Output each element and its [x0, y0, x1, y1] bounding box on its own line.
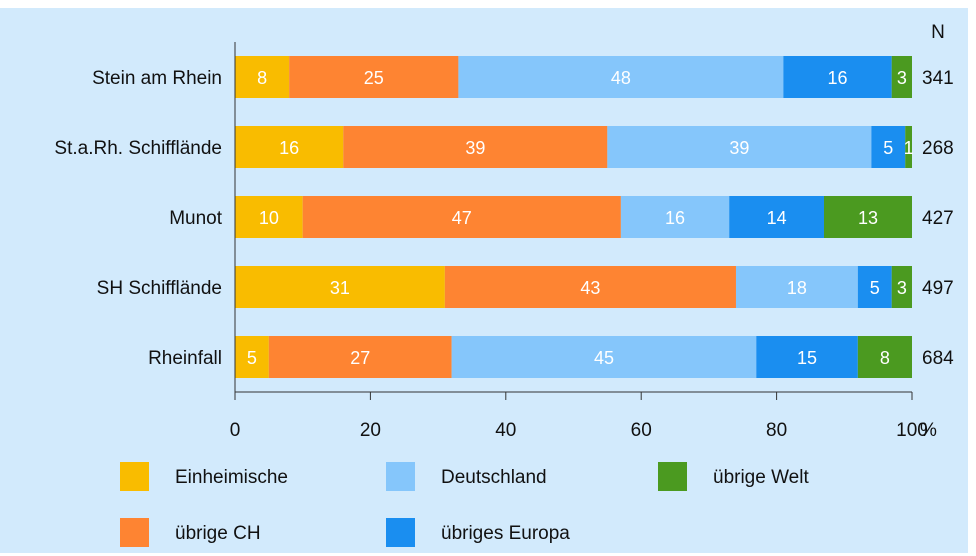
n-value: 684	[922, 348, 954, 369]
bar-segment	[735, 266, 858, 308]
data-label: 3	[897, 68, 907, 88]
x-tick-label: 100	[896, 420, 928, 441]
bar-segment	[235, 126, 344, 168]
legend-swatch	[386, 462, 415, 491]
bar-segment	[235, 56, 290, 98]
bar-segment	[891, 56, 912, 98]
x-tick-label: 20	[360, 420, 381, 441]
legend-label: Einheimische	[175, 467, 288, 488]
legend-label: Deutschland	[441, 467, 547, 488]
data-label: 8	[257, 68, 267, 88]
bar-segment	[729, 196, 824, 238]
data-label: 5	[870, 278, 880, 298]
bar-segment	[268, 336, 452, 378]
bar-segment	[620, 196, 730, 238]
bar-segment	[905, 126, 912, 168]
x-tick-label: 0	[230, 420, 241, 441]
data-label: 15	[797, 348, 817, 368]
data-label: 43	[580, 278, 600, 298]
bar-segment	[235, 266, 445, 308]
x-unit-label: %	[920, 420, 937, 441]
bar-segment	[343, 126, 608, 168]
category-label: Munot	[169, 208, 223, 229]
bar-segment	[235, 336, 269, 378]
x-tick-label: 40	[495, 420, 516, 441]
data-label: 5	[883, 138, 893, 158]
data-label: 45	[594, 348, 614, 368]
bar-segment	[607, 126, 872, 168]
data-label: 18	[787, 278, 807, 298]
data-label: 25	[364, 68, 384, 88]
bar-segment	[444, 266, 736, 308]
x-tick-label: 60	[631, 420, 652, 441]
data-label: 31	[330, 278, 350, 298]
category-label: Rheinfall	[148, 348, 222, 369]
data-label: 10	[259, 208, 279, 228]
n-value-labels: 341 268 427 497 684	[922, 68, 954, 369]
bar-segment	[458, 56, 784, 98]
data-label: 39	[465, 138, 485, 158]
n-value: 497	[922, 278, 954, 299]
category-label: Stein am Rhein	[92, 68, 222, 89]
data-label: 48	[611, 68, 631, 88]
bar-segment	[235, 196, 303, 238]
data-label: 3	[897, 278, 907, 298]
n-value: 268	[922, 138, 954, 159]
bar-segment	[857, 336, 912, 378]
legend-swatch	[386, 518, 415, 547]
legend-label: übriges Europa	[441, 523, 570, 544]
x-ticks: 0 20 40 60 80 100	[230, 392, 928, 441]
category-label: St.a.Rh. Schifflände	[54, 138, 222, 159]
bar-segment	[289, 56, 459, 98]
category-label: SH Schifflände	[97, 278, 222, 299]
data-label: 16	[828, 68, 848, 88]
data-label: 27	[350, 348, 370, 368]
data-label: 8	[880, 348, 890, 368]
data-label: 39	[729, 138, 749, 158]
bar-segment	[756, 336, 858, 378]
data-label: 47	[452, 208, 472, 228]
bar-segment	[823, 196, 912, 238]
data-label: 14	[767, 208, 787, 228]
n-value: 427	[922, 208, 954, 229]
n-header: N	[931, 22, 945, 43]
legend-swatch	[120, 462, 149, 491]
bar-segment	[783, 56, 892, 98]
x-tick-label: 80	[766, 420, 787, 441]
x-axis: 0 20 40 60 80 100	[230, 42, 928, 441]
legend: Einheimische Deutschland übrige Welt übrige…	[120, 462, 809, 547]
data-label: 16	[279, 138, 299, 158]
bar-segment	[891, 266, 912, 308]
category-labels: Stein am Rhein St.a.Rh. Schifflände Munot S…	[54, 68, 222, 369]
data-label: 5	[247, 348, 257, 368]
bar-segment	[857, 266, 892, 308]
data-label: 13	[858, 208, 878, 228]
legend-label: übrige CH	[175, 523, 261, 544]
legend-label: übrige Welt	[713, 467, 809, 488]
data-label: 1	[904, 138, 914, 158]
bar-segment	[302, 196, 621, 238]
legend-swatch	[120, 518, 149, 547]
legend-swatch	[658, 462, 687, 491]
n-value: 341	[922, 68, 954, 89]
bar-segment	[871, 126, 906, 168]
data-label: 16	[665, 208, 685, 228]
bar-segment	[451, 336, 757, 378]
